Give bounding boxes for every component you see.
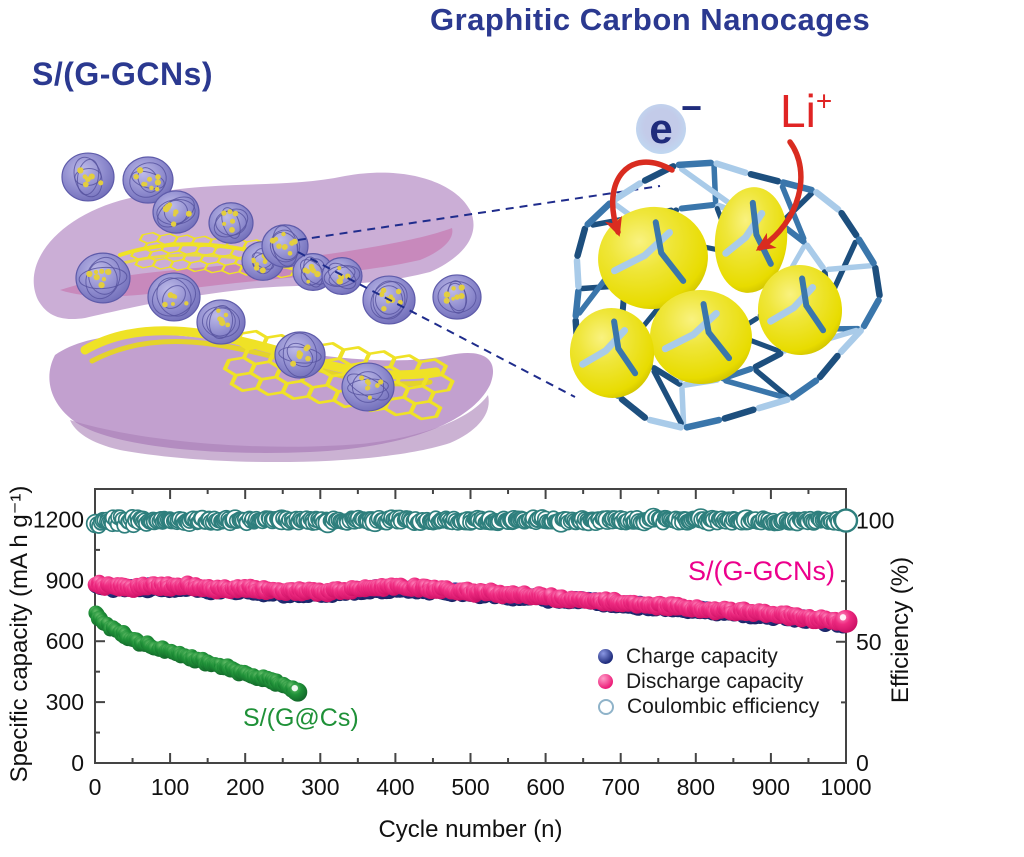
svg-text:0: 0 [856,750,869,776]
svg-text:0: 0 [89,774,102,800]
svg-text:900: 900 [752,774,790,800]
schematic-illustration [33,139,883,463]
series-S/(G-GCNs)-discharge-capacity [87,574,858,633]
svg-text:900: 900 [46,567,84,593]
legend-item-coulombic: Coulombic efficiency [598,694,819,719]
series-S/(G@Cs)-discharge-capacity [88,605,308,702]
svg-text:700: 700 [602,774,640,800]
electron-symbol: e [649,105,673,152]
svg-text:400: 400 [376,774,414,800]
insertion-arrows [604,139,804,251]
electron-arrow-icon [604,159,675,237]
charge-capacity-marker-icon [598,649,613,664]
svg-text:600: 600 [526,774,564,800]
y-axis-title-left: Specific capacity (mA h g⁻¹) [6,486,33,783]
svg-text:0: 0 [71,750,84,776]
svg-text:300: 300 [46,689,84,715]
chart-legend: Charge capacity Discharge capacity Coulo… [598,644,819,719]
minus-superscript: − [680,87,702,128]
sample-title: S/(G-GCNs) [32,56,213,92]
svg-text:600: 600 [46,628,84,654]
discharge-capacity-marker-icon [598,674,613,689]
svg-text:100: 100 [151,774,189,800]
legend-item-discharge: Discharge capacity [598,669,819,694]
cycling-performance-chart: 0 100 200 300 400 500 600 700 800 900 100003006009… [6,486,914,843]
legend-item-charge: Charge capacity [598,644,819,669]
series-label-s-g-cs: S/(G@Cs) [243,704,359,732]
sulfur-filled-nanocages [61,152,482,412]
x-axis-title: Cycle number (n) [378,816,562,843]
series-label-s-g-gcns: S/(G-GCNs) [688,556,835,586]
lithium-arrow-icon [755,139,804,251]
legend-label-discharge: Discharge capacity [626,669,804,693]
svg-text:800: 800 [677,774,715,800]
legend-label-charge: Charge capacity [626,644,778,668]
lithium-ion-label: Li+ [780,85,833,137]
lithium-symbol: Li [780,85,816,137]
plus-superscript: + [815,85,833,117]
svg-text:500: 500 [451,774,489,800]
zoom-connector-lines [297,185,661,398]
sulfur-particles [569,187,843,398]
series-S/(G-GCNs)-coulombic-efficiency [85,507,859,534]
svg-text:100: 100 [856,508,894,534]
axis-titles: Cycle number (n) Specific capacity (mA h … [6,486,914,843]
main-title: Graphitic Carbon Nanocages [430,2,871,37]
y-axis-title-right: Efficiency (%) [887,557,914,703]
svg-text:200: 200 [226,774,264,800]
svg-text:300: 300 [301,774,339,800]
svg-text:50: 50 [856,629,882,655]
legend-label-coulombic: Coulombic efficiency [627,694,820,718]
svg-text:1000: 1000 [820,774,871,800]
electron-label: e − [636,90,702,154]
svg-text:1200: 1200 [33,506,84,532]
axis-tick-labels: 0 100 200 300 400 500 600 700 800 900 100003006009… [33,506,895,800]
coulombic-efficiency-marker-icon [598,698,614,715]
